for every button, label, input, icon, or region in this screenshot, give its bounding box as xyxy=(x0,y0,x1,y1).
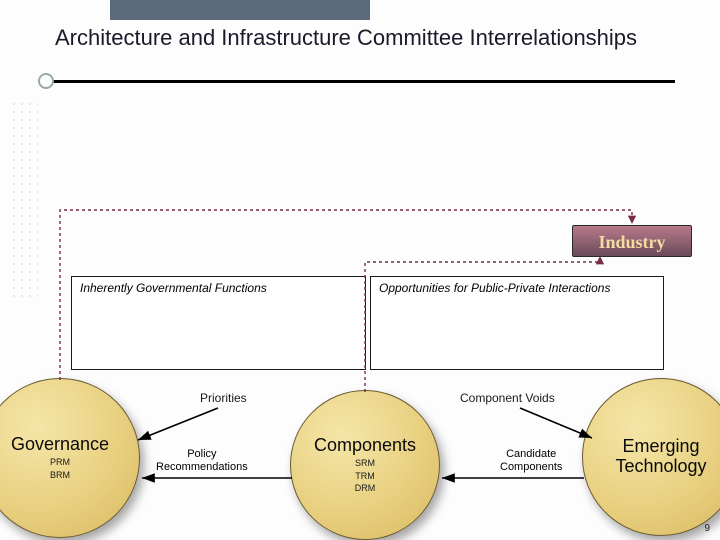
label-candidate-components: Candidate Components xyxy=(500,448,562,474)
decorative-dot-grid xyxy=(10,100,38,300)
node-emerging-line1: Emerging xyxy=(622,437,699,457)
arrow-component-voids xyxy=(520,408,592,438)
title-bullet-icon xyxy=(38,73,54,89)
node-components-sub2: TRM xyxy=(355,471,375,482)
node-emerging-line2: Technology xyxy=(615,457,706,477)
arrow-priorities xyxy=(138,408,218,440)
label-candidate-line2: Components xyxy=(500,461,562,473)
label-policy-line2: Recommendations xyxy=(156,461,248,473)
node-governance-sub2: BRM xyxy=(50,470,70,481)
box-right-text: Opportunities for Public-Private Interac… xyxy=(379,281,610,295)
title-underline xyxy=(45,80,675,83)
label-component-voids: Component Voids xyxy=(460,391,555,405)
node-components-sub1: SRM xyxy=(355,458,375,469)
node-governance-title: Governance xyxy=(11,435,109,455)
label-candidate-line1: Candidate xyxy=(506,448,556,460)
node-industry-label: Industry xyxy=(598,232,665,252)
node-governance-sub1: PRM xyxy=(50,457,70,468)
box-public-private: Opportunities for Public-Private Interac… xyxy=(370,276,664,370)
slide-title: Architecture and Infrastructure Committe… xyxy=(55,24,637,52)
header-accent-bar xyxy=(110,0,370,20)
label-policy-line1: Policy xyxy=(187,448,216,460)
node-industry: Industry xyxy=(572,225,692,257)
label-policy-recommendations: Policy Recommendations xyxy=(156,448,248,474)
box-inherently-governmental: Inherently Governmental Functions xyxy=(71,276,366,370)
node-components: Components SRM TRM DRM xyxy=(290,390,440,540)
node-governance: Governance PRM BRM xyxy=(0,378,140,538)
node-components-sub3: DRM xyxy=(355,483,376,494)
slide: Architecture and Infrastructure Committe… xyxy=(0,0,720,540)
node-components-title: Components xyxy=(314,436,416,456)
page-number: 9 xyxy=(704,523,710,534)
label-priorities: Priorities xyxy=(200,391,247,405)
node-emerging-technology: Emerging Technology xyxy=(582,378,720,536)
box-left-text: Inherently Governmental Functions xyxy=(80,281,267,295)
